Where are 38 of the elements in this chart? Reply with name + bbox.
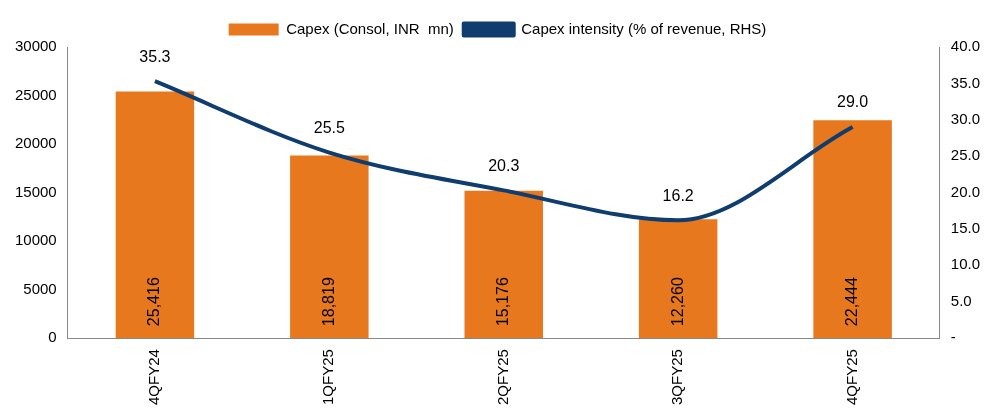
y2-tick-label: 40.0 [950,37,981,55]
x-tick-label: 4QFY24 [145,349,163,406]
y-tick-label: 30000 [14,37,57,55]
y-tick-label: 5000 [23,279,57,297]
data-label: 18,819 [319,277,337,327]
y2-tick-label: 5.0 [950,291,972,309]
y-tick-label: 25000 [14,85,57,103]
x-tick-label: 4QFY25 [842,349,860,406]
y-tick-label: 10000 [14,231,57,249]
y-tick-label: 20000 [14,134,57,152]
data-label: 25,416 [145,277,163,327]
y2-tick-label: 15.0 [950,219,981,237]
y-tick-label: 15000 [14,182,57,200]
data-label: 22,444 [843,277,860,327]
legend-label: Capex intensity (% of revenue, RHS) [521,19,767,37]
data-label: 35.3 [139,47,171,65]
bar [464,190,543,339]
bar [813,120,892,339]
bar [638,219,718,339]
y2-tick-label: 25.0 [950,146,981,164]
data-label: 20.3 [488,156,520,174]
data-label: 16.2 [662,186,694,204]
x-tick-label: 3QFY25 [668,349,686,406]
y2-tick-label: 10.0 [950,255,981,273]
x-tick-label: 1QFY25 [319,349,337,406]
x-tick-label: 2QFY25 [493,349,511,406]
bar [290,155,369,339]
y2-tick-label: 20.0 [950,182,981,200]
y-tick-label: 0 [48,328,57,346]
data-label: 29.0 [837,93,869,111]
legend-label: Capex (Consol, INR mn) [286,19,454,37]
y2-tick-label: 30.0 [950,109,981,127]
bar [115,91,195,339]
y2-tick-label: 35.0 [950,73,981,91]
data-label: 25.5 [313,118,346,136]
data-label: 12,260 [668,277,686,327]
data-label: 15,176 [494,277,512,327]
y2-tick-label: - [950,328,956,346]
